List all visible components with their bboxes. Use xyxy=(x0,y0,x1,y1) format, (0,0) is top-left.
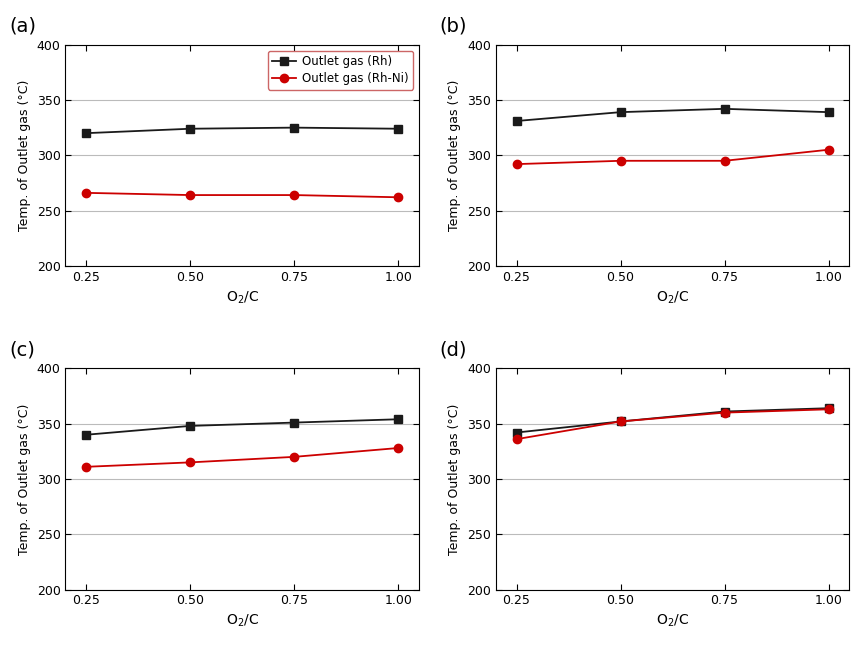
Outlet gas (Rh-Ni) xyxy=(81,463,92,471)
Outlet gas (Rh) xyxy=(720,105,730,112)
Outlet gas (Rh-Ni) xyxy=(81,189,92,197)
Text: (c): (c) xyxy=(9,340,35,360)
Outlet gas (Rh-Ni) xyxy=(185,191,196,199)
Outlet gas (Rh) xyxy=(824,404,834,412)
Line: Outlet gas (Rh): Outlet gas (Rh) xyxy=(513,404,833,437)
Outlet gas (Rh) xyxy=(616,109,626,116)
Legend: Outlet gas (Rh), Outlet gas (Rh-Ni): Outlet gas (Rh), Outlet gas (Rh-Ni) xyxy=(268,50,413,90)
Outlet gas (Rh) xyxy=(616,417,626,425)
Outlet gas (Rh-Ni) xyxy=(824,406,834,413)
Outlet gas (Rh) xyxy=(720,408,730,415)
X-axis label: O$_2$/C: O$_2$/C xyxy=(656,613,689,629)
Y-axis label: Temp. of Outlet gas (°C): Temp. of Outlet gas (°C) xyxy=(18,403,31,555)
Outlet gas (Rh) xyxy=(393,415,404,423)
Outlet gas (Rh-Ni) xyxy=(720,409,730,417)
Outlet gas (Rh) xyxy=(185,125,196,132)
Y-axis label: Temp. of Outlet gas (°C): Temp. of Outlet gas (°C) xyxy=(449,403,462,555)
X-axis label: O$_2$/C: O$_2$/C xyxy=(226,289,259,306)
Outlet gas (Rh) xyxy=(511,117,521,125)
Outlet gas (Rh) xyxy=(289,419,300,426)
Line: Outlet gas (Rh-Ni): Outlet gas (Rh-Ni) xyxy=(82,444,403,471)
Outlet gas (Rh-Ni) xyxy=(824,146,834,154)
Outlet gas (Rh-Ni) xyxy=(720,157,730,165)
Outlet gas (Rh-Ni) xyxy=(616,417,626,425)
Outlet gas (Rh) xyxy=(511,429,521,437)
Line: Outlet gas (Rh): Outlet gas (Rh) xyxy=(513,105,833,125)
Outlet gas (Rh-Ni) xyxy=(289,191,300,199)
Outlet gas (Rh-Ni) xyxy=(185,459,196,466)
Outlet gas (Rh) xyxy=(81,431,92,439)
Line: Outlet gas (Rh-Ni): Outlet gas (Rh-Ni) xyxy=(82,189,403,202)
Outlet gas (Rh) xyxy=(289,124,300,132)
Text: (b): (b) xyxy=(439,17,467,36)
Outlet gas (Rh-Ni) xyxy=(511,160,521,168)
X-axis label: O$_2$/C: O$_2$/C xyxy=(226,613,259,629)
Outlet gas (Rh-Ni) xyxy=(393,193,404,201)
Text: (a): (a) xyxy=(9,17,36,36)
Outlet gas (Rh) xyxy=(824,109,834,116)
Text: (d): (d) xyxy=(439,340,467,360)
Outlet gas (Rh-Ni) xyxy=(289,453,300,461)
Line: Outlet gas (Rh-Ni): Outlet gas (Rh-Ni) xyxy=(513,145,833,168)
Line: Outlet gas (Rh): Outlet gas (Rh) xyxy=(82,123,403,138)
Outlet gas (Rh) xyxy=(81,129,92,137)
Y-axis label: Temp. of Outlet gas (°C): Temp. of Outlet gas (°C) xyxy=(18,79,31,231)
Outlet gas (Rh-Ni) xyxy=(616,157,626,165)
Outlet gas (Rh-Ni) xyxy=(511,435,521,443)
Outlet gas (Rh) xyxy=(393,125,404,132)
X-axis label: O$_2$/C: O$_2$/C xyxy=(656,289,689,306)
Line: Outlet gas (Rh-Ni): Outlet gas (Rh-Ni) xyxy=(513,405,833,443)
Y-axis label: Temp. of Outlet gas (°C): Temp. of Outlet gas (°C) xyxy=(449,79,462,231)
Outlet gas (Rh-Ni) xyxy=(393,444,404,452)
Outlet gas (Rh) xyxy=(185,422,196,430)
Line: Outlet gas (Rh): Outlet gas (Rh) xyxy=(82,415,403,439)
